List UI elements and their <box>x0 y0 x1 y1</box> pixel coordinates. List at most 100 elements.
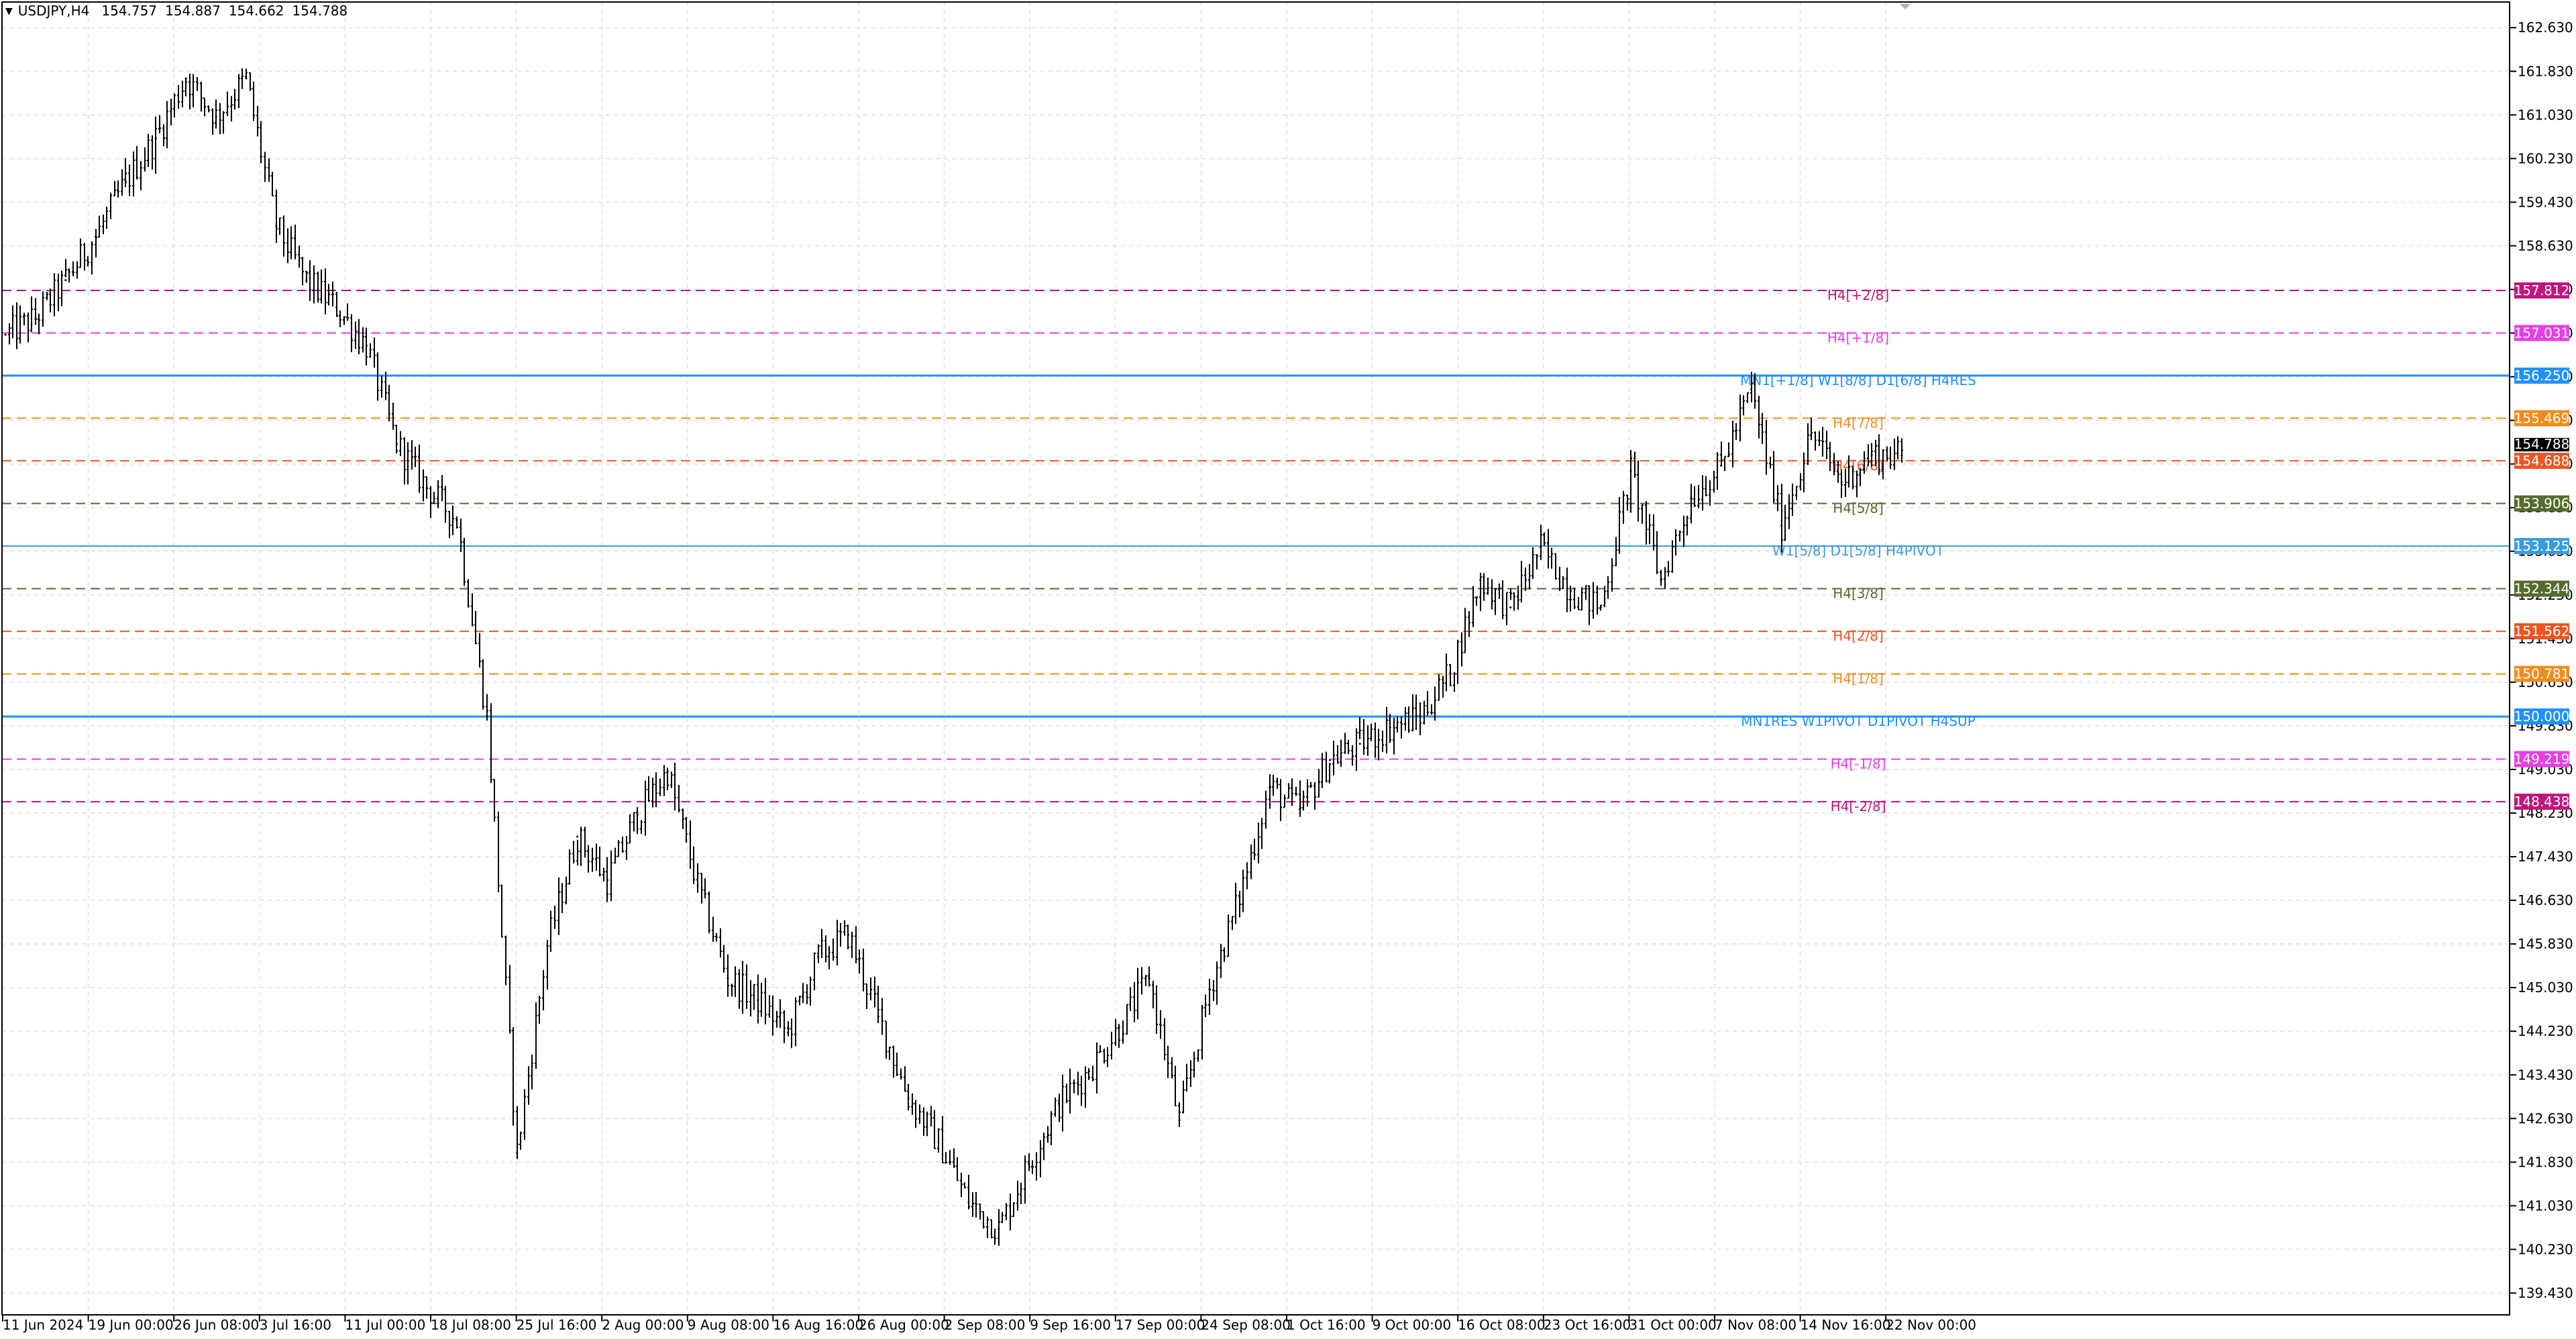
series-point <box>1449 672 1452 674</box>
series-point <box>1629 470 1632 472</box>
series-point <box>727 977 729 979</box>
level-name: MN1RES W1PIVOT D1PIVOT H4SUP <box>1741 713 1976 729</box>
level-name: H4[7/8] <box>1833 415 1884 431</box>
level-tag-label: 154.688 <box>2514 453 2570 469</box>
time-tick-label: 2 Sep 08:00 <box>945 1317 1026 1333</box>
series-point <box>425 486 428 489</box>
level-tag-label: 149.219 <box>2514 751 2570 767</box>
level-tag <box>2514 794 2569 810</box>
series-point <box>1900 454 1903 457</box>
price-tick-label: 144.230 <box>2518 1023 2573 1039</box>
level-tag <box>2514 623 2569 640</box>
series-point <box>696 884 699 887</box>
level-name: H4[1/8] <box>1833 671 1884 687</box>
level-tag-label: 156.250 <box>2514 368 2570 384</box>
symbol-header[interactable]: ▼ USDJPY,H4 154.757 154.887 154.662 154.788 <box>5 3 356 20</box>
price-tick-label: 160.230 <box>2518 150 2573 166</box>
level-name: H4[2/8] <box>1833 628 1884 644</box>
series-point <box>636 813 639 816</box>
series-point <box>1690 497 1693 500</box>
series-point <box>1540 546 1542 549</box>
series-point <box>1810 431 1813 434</box>
series-point <box>1148 977 1150 979</box>
low-value: 154.662 <box>228 3 284 19</box>
series-point <box>1840 480 1843 483</box>
price-tick-label: 141.030 <box>2518 1197 2573 1214</box>
level-tag <box>2514 367 2569 384</box>
series-point <box>275 224 278 227</box>
series-point <box>576 835 579 838</box>
level-tag-label: 150.000 <box>2514 708 2570 725</box>
time-tick-label: 24 Sep 08:00 <box>1201 1317 1291 1333</box>
level-tag <box>2514 665 2569 682</box>
time-tick-label: 9 Sep 16:00 <box>1030 1317 1111 1333</box>
series-point <box>787 1032 790 1034</box>
time-tick-label: 16 Oct 08:00 <box>1458 1317 1545 1333</box>
level-tag <box>2514 580 2569 597</box>
series-point <box>1178 1119 1181 1122</box>
series-point <box>998 1228 1000 1230</box>
series-point <box>666 769 669 772</box>
high-value: 154.887 <box>165 3 221 19</box>
series-point <box>606 879 608 881</box>
open-value: 154.757 <box>101 3 158 19</box>
price-tick-label: 161.830 <box>2518 63 2573 79</box>
series-point <box>1479 579 1482 582</box>
price-tick-label: 145.030 <box>2518 979 2573 996</box>
series-point <box>1358 743 1361 745</box>
series-point <box>486 715 488 718</box>
level-tag-label: 152.344 <box>2514 581 2570 597</box>
level-tag <box>2514 708 2569 725</box>
price-tick-label: 142.630 <box>2518 1110 2573 1126</box>
price-tick-label: 141.830 <box>2518 1154 2573 1170</box>
price-tick-label: 147.430 <box>2518 849 2573 865</box>
series-point <box>1087 1070 1090 1073</box>
series-point <box>907 1097 910 1100</box>
level-name: H4[+2/8] <box>1827 287 1889 303</box>
level-tag <box>2514 751 2569 767</box>
level-tag-label: 157.812 <box>2514 282 2570 299</box>
price-tick-label: 161.030 <box>2518 107 2573 123</box>
series-point <box>34 317 37 320</box>
series-point <box>365 344 368 347</box>
series-point <box>1328 759 1331 761</box>
time-tick-label: 2 Aug 00:00 <box>602 1317 684 1333</box>
candle-bars <box>8 68 1903 1246</box>
level-tag-label: 153.125 <box>2514 538 2570 554</box>
series-point <box>1569 590 1572 592</box>
level-tag-label: 157.031 <box>2514 325 2570 341</box>
series-point <box>305 279 308 282</box>
time-axis[interactable]: 11 Jun 2024 19 Jun 00:00 26 Jun 08:00 3 Jul… <box>2 1315 1976 1333</box>
series-point <box>1780 525 1783 527</box>
time-tick-label: 18 Jul 08:00 <box>431 1317 511 1333</box>
triangle-down-icon[interactable]: ▼ <box>5 6 13 17</box>
level-tag <box>2514 410 2569 427</box>
series-point <box>395 443 398 445</box>
series-point <box>1870 453 1873 456</box>
time-tick-label: 7 Nov 08:00 <box>1715 1317 1796 1333</box>
series-point <box>64 279 67 282</box>
level-tag-label: 151.562 <box>2514 623 2570 639</box>
level-tag <box>2514 538 2569 555</box>
time-tick-label: 11 Jun 2024 <box>3 1317 83 1333</box>
level-tag <box>2514 325 2569 341</box>
series-point <box>1750 388 1753 390</box>
price-tick-label: 158.630 <box>2518 237 2573 254</box>
series-point <box>1118 1026 1120 1029</box>
shift-marker-icon[interactable] <box>1900 4 1911 9</box>
series-point <box>1389 726 1391 729</box>
series-point <box>1269 786 1271 789</box>
level-name: MN1[+1/8] W1[8/8] D1[6/8] H4RES <box>1740 372 1976 388</box>
series-point <box>967 1201 970 1203</box>
series-point <box>245 77 248 80</box>
time-tick-label: 23 Oct 16:00 <box>1544 1317 1631 1333</box>
level-tag <box>2514 452 2569 469</box>
series-point <box>1660 579 1662 582</box>
series-point <box>1028 1163 1030 1165</box>
time-tick-label: 26 Jun 08:00 <box>174 1317 259 1333</box>
symbol-timeframe: USDJPY,H4 <box>17 3 90 19</box>
series-point <box>154 137 157 140</box>
time-tick-label: 9 Oct 00:00 <box>1373 1317 1452 1333</box>
